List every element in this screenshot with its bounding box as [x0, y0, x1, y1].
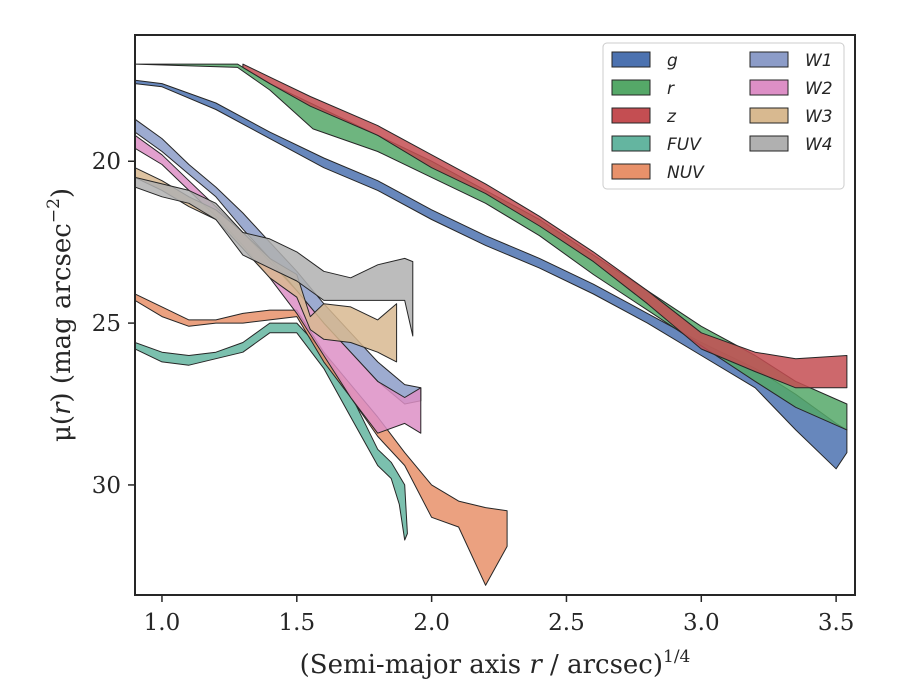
y-axis-label: μ(r) (mag arcsec−2) — [44, 188, 77, 442]
y-tick-label: 25 — [92, 311, 121, 337]
x-tick-label: 3.0 — [683, 610, 720, 636]
x-axis-label-var: r — [529, 650, 543, 680]
y-axis-label-sup: −2 — [44, 198, 64, 223]
x-axis-label: (Semi-major axis r / arcsec)1/4 — [300, 647, 691, 680]
x-axis: 1.0 1.5 2.0 2.5 3.0 3.5 — [144, 595, 855, 636]
y-axis-label-main: μ( — [47, 415, 77, 442]
legend-swatch-g — [611, 51, 651, 68]
legend-swatch-w2 — [749, 79, 789, 96]
legend-label-z: z — [666, 107, 677, 127]
x-axis-label-main: (Semi-major axis — [300, 650, 530, 680]
legend-swatch-w1 — [749, 51, 789, 68]
legend-label-w1: W1 — [805, 51, 833, 71]
y-axis-label-var: r — [47, 401, 77, 415]
y-axis: 20 25 30 — [92, 149, 135, 499]
plot-frame — [134, 34, 856, 596]
x-axis-label-sup: 1/4 — [663, 647, 690, 667]
legend-label-nuv: NUV — [667, 163, 705, 183]
legend-swatch-fuv — [611, 135, 651, 152]
legend-swatch-w4 — [749, 135, 789, 152]
legend-label-w2: W2 — [805, 79, 833, 99]
x-tick-label: 2.5 — [548, 610, 585, 636]
series-band-w4 — [135, 176, 414, 337]
y-tick-label: 30 — [92, 473, 121, 499]
legend-label-g: g — [667, 51, 678, 71]
x-tick-label: 3.5 — [818, 610, 855, 636]
legend-label-w4: W4 — [805, 135, 833, 155]
x-tick-label: 1.0 — [144, 610, 181, 636]
y-tick-label: 20 — [92, 149, 121, 175]
legend-swatch-nuv — [611, 163, 651, 180]
legend: grz FUV NUV W1 W2 W3 W4 — [602, 42, 845, 190]
series-band-nuv — [135, 293, 508, 586]
legend-label-r: r — [667, 79, 675, 99]
legend-swatch-z — [611, 107, 651, 124]
x-axis-label-rest: / arcsec) — [542, 650, 663, 680]
series-layer — [135, 63, 848, 586]
x-tick-label: 2.0 — [413, 610, 450, 636]
series-band-z — [242, 63, 848, 389]
legend-swatch-r — [611, 79, 651, 96]
y-axis-label-end: ) — [47, 188, 77, 198]
legend-label-fuv: FUV — [667, 135, 702, 155]
series-band-g — [135, 79, 848, 470]
x-tick-label: 1.5 — [279, 610, 316, 636]
legend-swatch-w3 — [749, 107, 789, 124]
legend-label-w3: W3 — [805, 107, 833, 127]
y-axis-label-rest: ) (mag arcsec — [47, 223, 77, 402]
